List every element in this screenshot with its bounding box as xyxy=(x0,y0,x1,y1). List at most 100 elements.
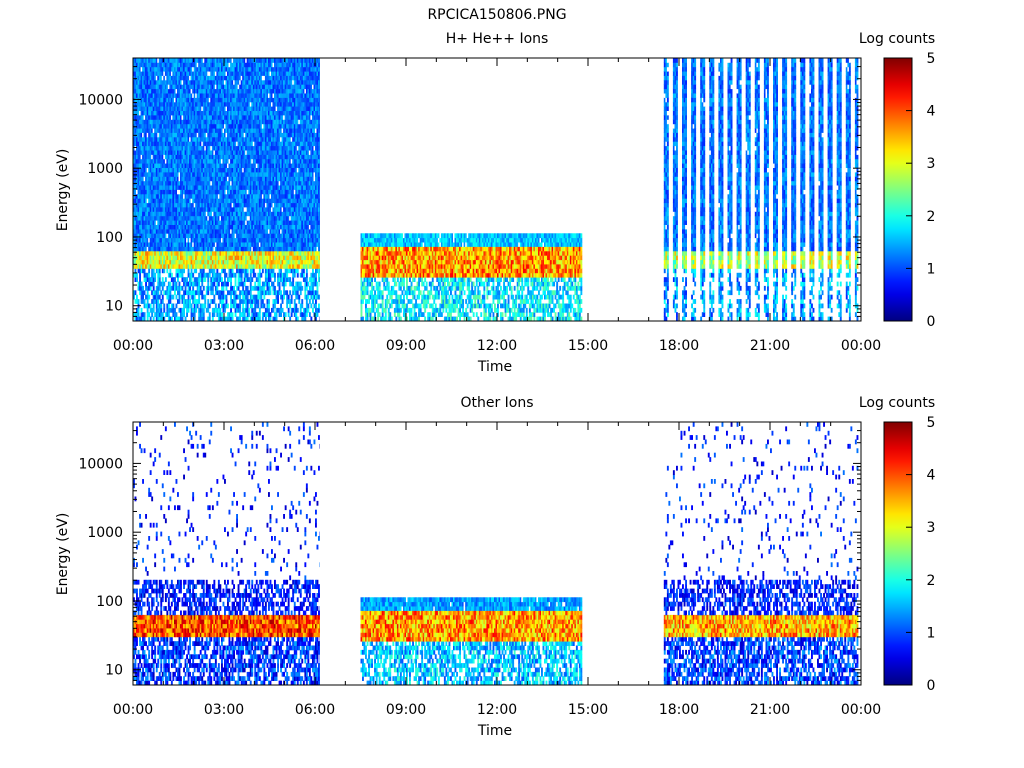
spectrogram-cell xyxy=(208,115,211,120)
spectrogram-cell xyxy=(154,154,157,160)
spectrogram-cell xyxy=(217,228,220,234)
spectrogram-cell xyxy=(187,303,190,309)
spectrogram-cell xyxy=(164,75,167,81)
spectrogram-cell xyxy=(152,299,155,304)
spectrogram-cell xyxy=(187,189,190,195)
spectrogram-cell xyxy=(148,202,151,208)
spectrogram-cell xyxy=(175,88,178,94)
spectrogram-cell xyxy=(199,75,202,81)
spectrogram-cell xyxy=(146,180,149,186)
spectrogram-cell xyxy=(177,202,179,208)
spectrogram-cell xyxy=(205,119,208,125)
spectrogram-cell xyxy=(160,145,163,151)
spectrogram-cell xyxy=(151,158,154,164)
spectrogram-cell xyxy=(192,123,195,129)
spectrogram-cell xyxy=(137,158,140,164)
spectrogram-cell xyxy=(166,290,169,296)
spectrogram-cell xyxy=(166,255,169,261)
spectrogram-cell xyxy=(157,316,160,322)
spectrogram-cell xyxy=(180,58,182,63)
spectrogram-cell xyxy=(166,71,169,76)
spectrogram-cell xyxy=(175,115,178,120)
spectrogram-cell xyxy=(208,250,211,256)
spectrogram-cell xyxy=(216,290,219,296)
spectrogram-cell xyxy=(186,281,188,287)
spectrogram-cell xyxy=(180,250,182,256)
spectrogram-cell xyxy=(198,167,201,173)
spectrogram-cell xyxy=(137,220,140,225)
spectrogram-cell xyxy=(195,167,198,173)
spectrogram-cell xyxy=(205,141,208,147)
spectrogram-cell xyxy=(181,189,184,195)
spectrogram-cell xyxy=(207,259,210,265)
spectrogram-cell xyxy=(207,250,210,256)
spectrogram-cell xyxy=(133,312,135,317)
spectrogram-cell xyxy=(181,128,184,133)
spectrogram-cell xyxy=(152,106,155,111)
spectrogram-cell xyxy=(163,255,166,261)
spectrogram-cell xyxy=(208,66,211,72)
spectrogram-cell xyxy=(204,294,207,300)
spectrogram-cell xyxy=(170,176,173,182)
spectrogram-cell xyxy=(151,84,154,90)
spectrogram-cell xyxy=(137,180,140,186)
spectrogram-cell xyxy=(169,88,172,94)
spectrogram-cell xyxy=(139,224,141,230)
spectrogram-cell xyxy=(196,176,199,182)
spectrogram-cell xyxy=(190,128,193,133)
spectrogram-cell xyxy=(167,106,170,111)
spectrogram-cell xyxy=(199,150,202,155)
spectrogram-cell xyxy=(217,145,220,151)
spectrogram-cell xyxy=(217,277,220,282)
spectrogram-cell xyxy=(157,101,160,107)
spectrogram-cell xyxy=(181,163,184,168)
spectrogram-cell xyxy=(152,207,155,212)
spectrogram-cell xyxy=(172,150,175,155)
spectrogram-cell xyxy=(169,316,172,322)
spectrogram-cell xyxy=(137,79,140,85)
spectrogram-cell xyxy=(180,224,182,230)
spectrogram-cell xyxy=(157,281,160,287)
spectrogram-cell xyxy=(195,277,198,282)
spectrogram-cell xyxy=(148,145,151,151)
spectrogram-cell xyxy=(143,202,146,208)
spectrogram-cell xyxy=(177,233,179,239)
spectrogram-cell xyxy=(146,242,149,247)
spectrogram-cell xyxy=(148,119,151,125)
spectrogram-cell xyxy=(210,207,213,212)
spectrogram-cell xyxy=(217,259,220,265)
spectrogram-cell xyxy=(146,93,149,98)
spectrogram-cell xyxy=(174,233,176,239)
spectrogram-cell xyxy=(204,115,207,120)
spectrogram-cell xyxy=(211,259,214,265)
spectrogram-cell xyxy=(155,75,158,81)
spectrogram-cell xyxy=(139,128,141,133)
spectrogram-cell xyxy=(136,185,138,190)
spectrogram-cell xyxy=(216,312,219,317)
spectrogram-cell xyxy=(157,299,160,304)
spectrogram-cell xyxy=(211,88,214,94)
spectrogram-cell xyxy=(195,224,198,230)
spectrogram-cell xyxy=(219,84,222,90)
spectrogram-cell xyxy=(146,71,149,76)
spectrogram-cell xyxy=(139,123,141,129)
spectrogram-cell xyxy=(133,75,135,81)
spectrogram-cell xyxy=(195,71,198,76)
spectrogram-cell xyxy=(167,88,170,94)
spectrogram-cell xyxy=(181,71,184,76)
spectrogram-cell xyxy=(221,167,223,173)
spectrogram-cell xyxy=(193,154,196,160)
spectrogram-cell xyxy=(214,128,217,133)
spectrogram-cell xyxy=(187,268,190,274)
spectrogram-cell xyxy=(169,233,172,239)
spectrogram-cell xyxy=(148,106,151,111)
spectrogram-cell xyxy=(202,154,205,160)
spectrogram-cell xyxy=(192,246,195,252)
spectrogram-cell xyxy=(167,185,170,190)
spectrogram-cell xyxy=(169,84,172,90)
spectrogram-cell xyxy=(146,228,149,234)
spectrogram-cell xyxy=(199,268,202,274)
spectrogram-cell xyxy=(186,106,188,111)
spectrogram-cell xyxy=(143,110,146,116)
spectrogram-cell xyxy=(210,97,213,103)
